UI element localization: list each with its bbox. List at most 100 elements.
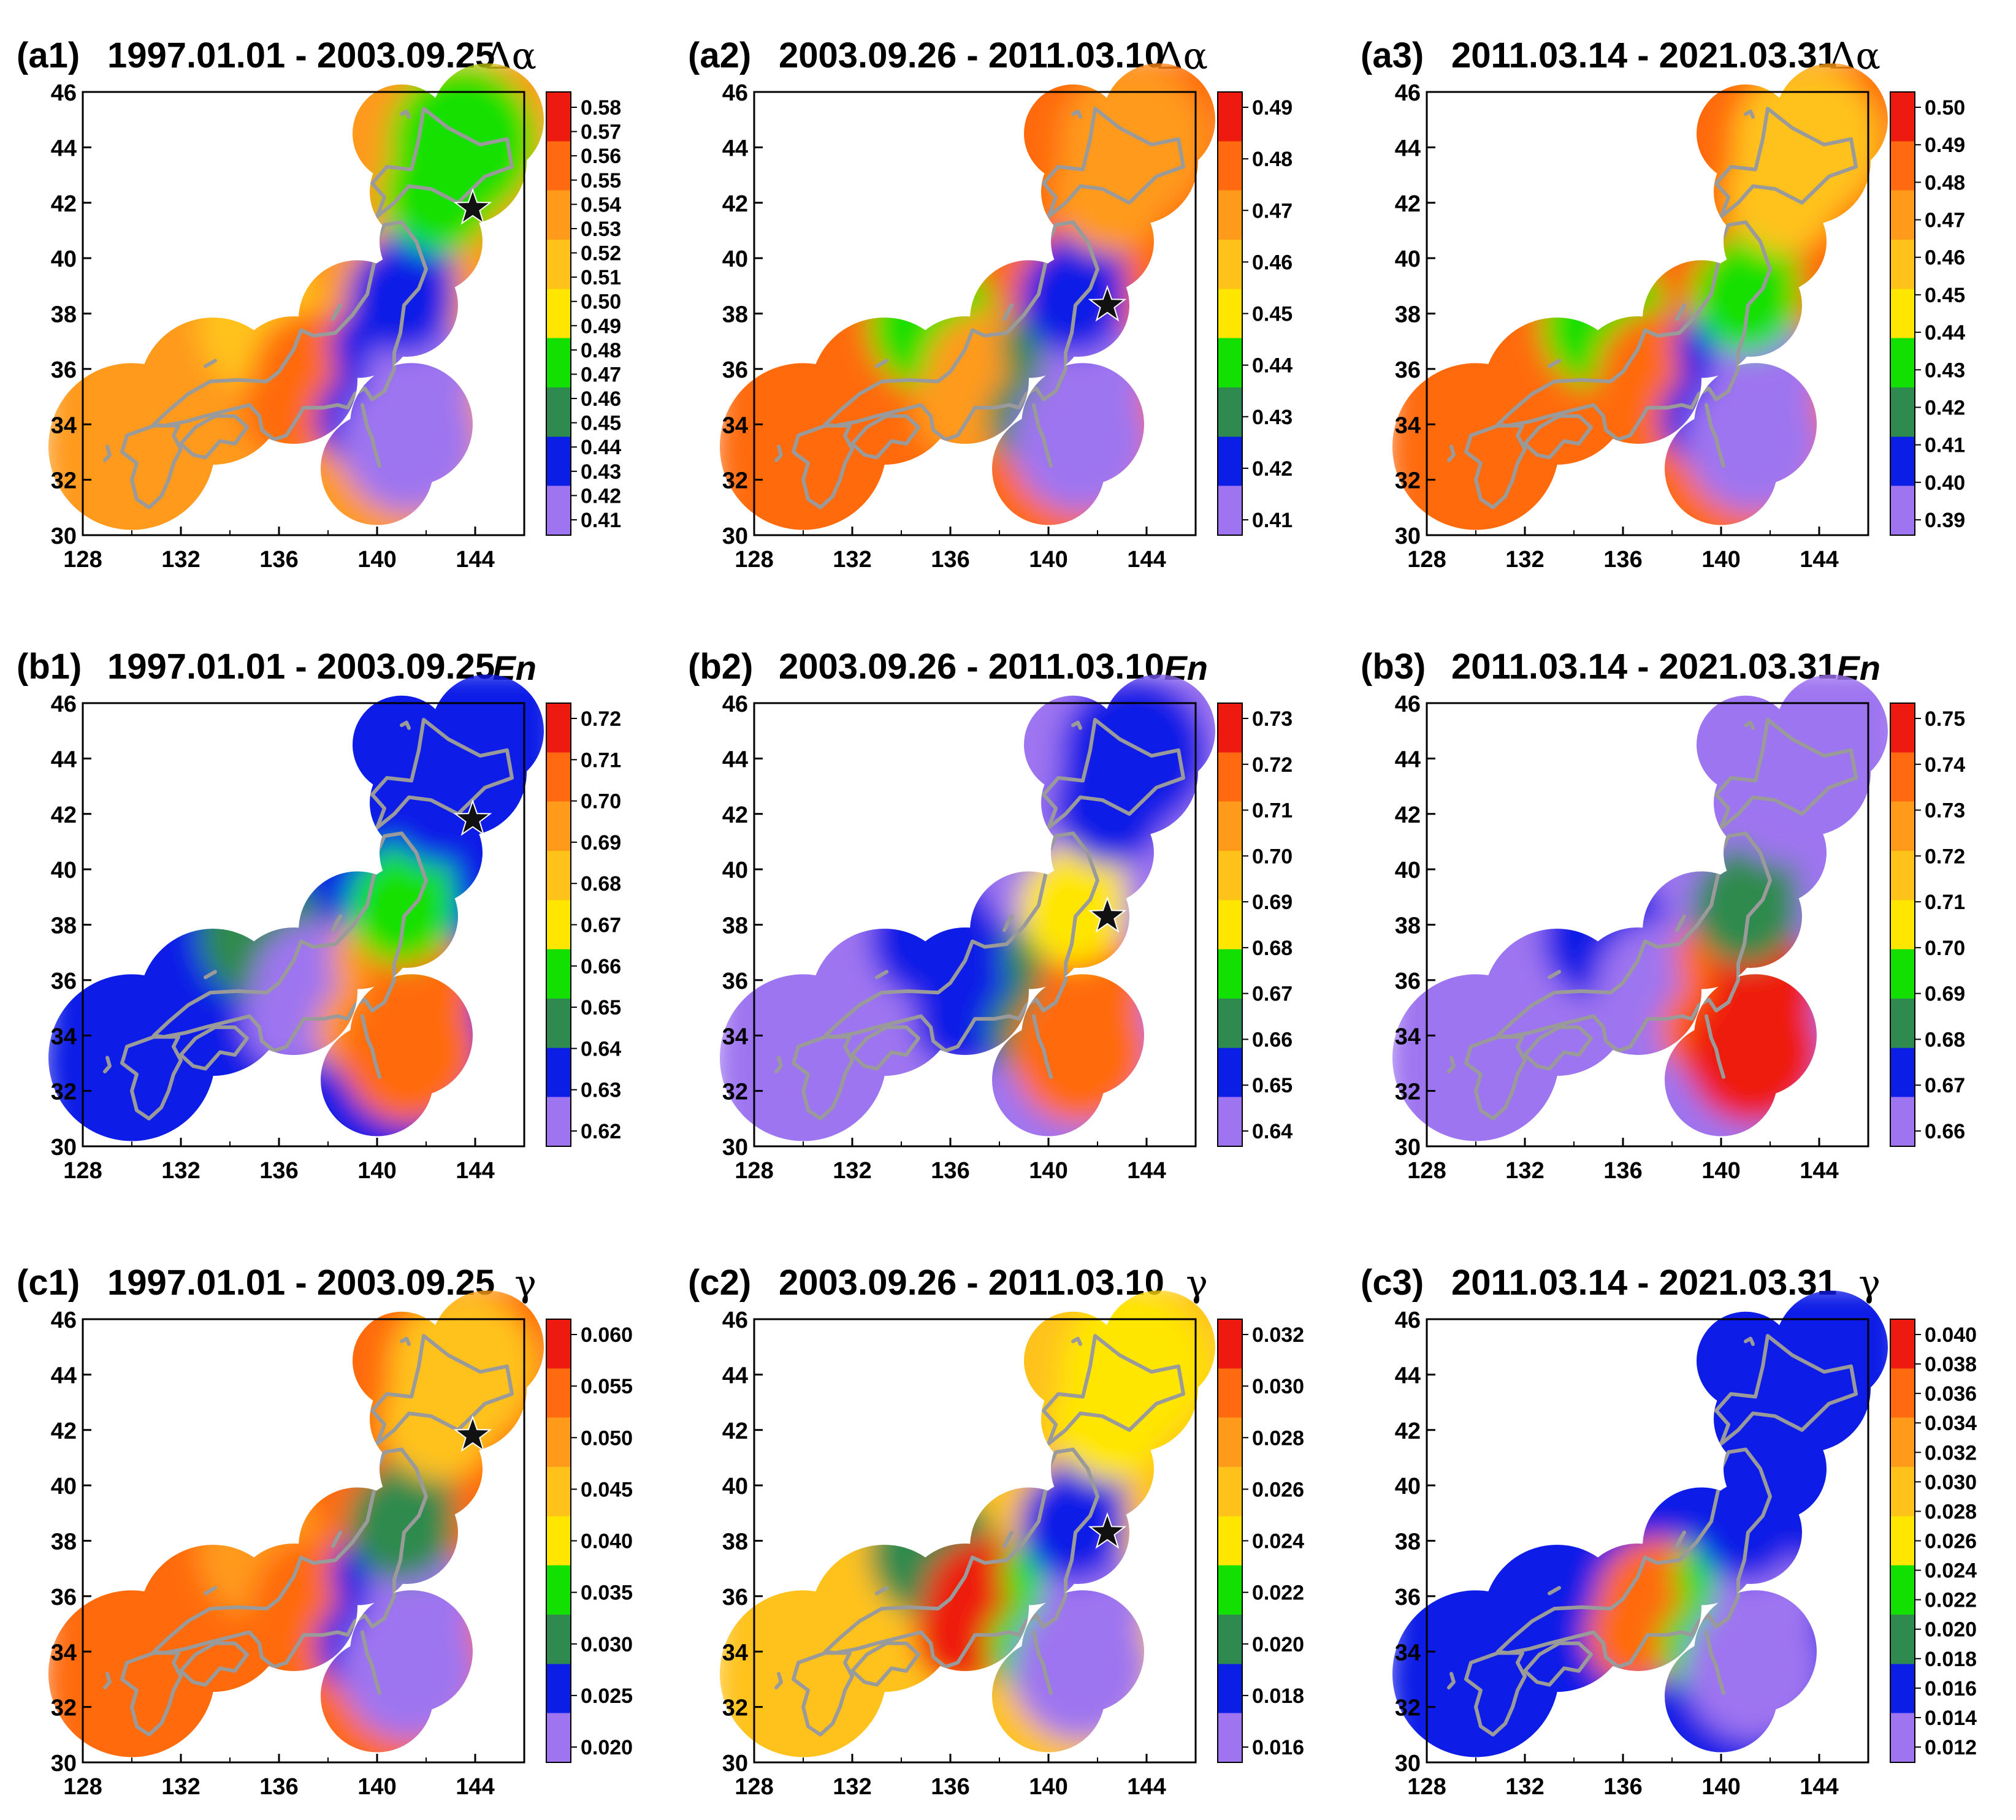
colorbar-tick-label: 0.53 [581, 218, 621, 241]
y-tick-label: 34 [1395, 1640, 1421, 1666]
y-tick-label: 36 [51, 1585, 77, 1610]
colorbar-tick-label: 0.64 [581, 1037, 621, 1060]
y-tick-label: 40 [1395, 246, 1421, 272]
y-tick-label: 38 [1395, 913, 1421, 939]
colorbar-tick-label: 0.060 [581, 1323, 633, 1347]
y-tick-label: 40 [1395, 858, 1421, 883]
colorbar-tick-label: 0.42 [581, 484, 621, 508]
epicenter-star-icon [1088, 284, 1127, 322]
colorbar-tick-label: 0.43 [1252, 406, 1292, 429]
colorbar-tick-label: 0.030 [1252, 1375, 1304, 1398]
panel-period: 2011.03.14 - 2021.03.31 [1451, 647, 1837, 687]
colorbar-tick-label: 0.56 [581, 145, 621, 168]
panel-period: 2003.09.26 - 2011.03.10 [779, 647, 1164, 687]
x-tick-label: 136 [259, 547, 298, 573]
colorbar-tick-label: 0.69 [1925, 983, 1965, 1006]
x-tick-label: 136 [259, 1158, 298, 1184]
y-tick-label: 38 [1395, 302, 1421, 328]
colorbar-tick-label: 0.49 [1252, 96, 1292, 120]
y-tick-label: 46 [722, 80, 748, 106]
y-tick-label: 32 [51, 1696, 77, 1721]
colorbar-tick-label: 0.66 [581, 955, 621, 978]
colorbar-tick-label: 0.020 [1252, 1633, 1304, 1656]
colorbar: 0.73 0.72 0.71 0.70 0.69 0.68 0.67 0.66 0.65 0.64 [1217, 702, 1292, 1147]
colorbar-tick-label: 0.028 [1925, 1500, 1977, 1523]
y-tick-label: 44 [1395, 747, 1421, 772]
epicenter-star-icon [1088, 896, 1127, 933]
x-tick-label: 132 [161, 547, 200, 573]
colorbar-tick-label: 0.020 [1925, 1618, 1977, 1642]
colorbar-tick-label: 0.71 [1252, 799, 1292, 823]
colorbar-tick-label: 0.43 [1925, 359, 1965, 382]
x-tick-label: 144 [456, 1774, 494, 1800]
coastline [103, 718, 514, 1121]
y-tick-label: 42 [722, 191, 748, 217]
x-tick-label: 128 [1407, 547, 1446, 573]
x-tick-label: 132 [833, 547, 871, 573]
x-tick-label: 136 [1603, 1774, 1642, 1800]
colorbar-tick-label: 0.70 [1252, 845, 1292, 868]
colorbar: 0.032 0.030 0.028 0.026 0.024 0.022 0.020 0.018… [1217, 1319, 1304, 1763]
colorbar-tick-label: 0.022 [1252, 1582, 1304, 1605]
colorbar-tick-label: 0.47 [1925, 209, 1965, 232]
colorbar-tick-label: 0.024 [1252, 1530, 1304, 1553]
colorbar-tick-label: 0.42 [1925, 396, 1965, 419]
colorbar-tick-label: 0.54 [581, 193, 621, 216]
y-tick-label: 34 [51, 1640, 77, 1666]
y-tick-label: 36 [722, 357, 748, 383]
y-tick-label: 36 [1395, 969, 1421, 994]
x-tick-label: 128 [63, 1774, 102, 1800]
colorbar-tick-label: 0.020 [581, 1736, 633, 1759]
y-tick-label: 32 [51, 468, 77, 494]
y-tick-label: 30 [722, 524, 748, 549]
y-tick-label: 32 [1395, 1079, 1421, 1105]
y-tick-label: 46 [1395, 691, 1421, 717]
parameter-label: γ [514, 1262, 536, 1305]
panel-period: 2011.03.14 - 2021.03.31 [1451, 1263, 1837, 1303]
colorbar-tick-label: 0.51 [581, 266, 621, 289]
colorbar-tick-label: 0.46 [581, 387, 621, 411]
colorbar: 0.580.570.560.550.540.530.520.510.500.49… [546, 91, 621, 536]
y-tick-label: 38 [51, 913, 77, 939]
x-tick-label: 136 [931, 547, 969, 573]
y-tick-label: 34 [51, 413, 77, 438]
colorbar-tick-label: 0.72 [1925, 845, 1965, 868]
colorbar-tick-label: 0.026 [1252, 1478, 1304, 1501]
y-tick-label: 32 [722, 468, 748, 494]
colorbar-tick-label: 0.67 [1252, 983, 1292, 1006]
colorbar-tick-label: 0.41 [581, 509, 621, 532]
colorbar-tick-label: 0.040 [581, 1530, 633, 1553]
epicenter-star-icon [453, 799, 492, 836]
panel-label: (a3) [1361, 36, 1424, 75]
y-tick-label: 36 [722, 969, 748, 994]
x-tick-label: 140 [1701, 1158, 1740, 1184]
x-tick-label: 128 [735, 547, 773, 573]
y-tick-label: 34 [1395, 413, 1421, 438]
x-tick-label: 140 [1029, 547, 1067, 573]
colorbar-ramp [546, 91, 571, 536]
y-tick-label: 42 [722, 1418, 748, 1444]
colorbar-tick-label: 0.45 [1925, 284, 1965, 307]
y-tick-label: 42 [1395, 1418, 1421, 1444]
y-tick-label: 44 [722, 135, 748, 161]
colorbar-tick-label: 0.72 [1252, 753, 1292, 777]
y-tick-label: 34 [722, 1024, 748, 1049]
panel-c1: (c1) 1997.01.01 - 2003.09.25 γ 128 132 136 140… [17, 1262, 633, 1800]
y-tick-label: 42 [722, 802, 748, 828]
colorbar-tick-label: 0.016 [1252, 1736, 1304, 1759]
colorbar-ramp [1890, 91, 1915, 536]
x-tick-label: 128 [735, 1158, 773, 1184]
colorbar-tick-label: 0.050 [581, 1426, 633, 1450]
y-tick-label: 30 [1395, 524, 1421, 549]
epicenter-star-icon [453, 1415, 492, 1452]
x-tick-label: 140 [357, 1158, 396, 1184]
colorbar-tick-label: 0.71 [1925, 891, 1965, 914]
x-tick-label: 136 [1603, 1158, 1642, 1184]
coastline [774, 1334, 1185, 1737]
colorbar-ramp [1890, 702, 1915, 1147]
coastline [103, 107, 514, 509]
colorbar-tick-label: 0.45 [581, 412, 621, 435]
x-tick-label: 132 [1505, 1774, 1544, 1800]
y-tick-label: 30 [722, 1751, 748, 1776]
